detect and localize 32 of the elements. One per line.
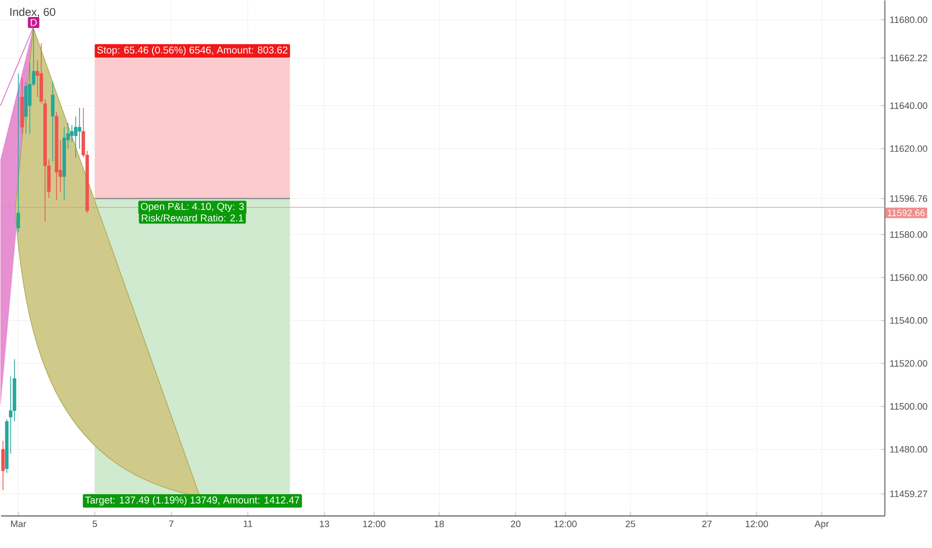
x-tick-label: Mar: [11, 520, 26, 528]
x-tick-label: 27: [702, 520, 712, 528]
y-tick-label: 11480.00: [890, 446, 928, 453]
x-tick-label: 12:00: [554, 520, 577, 528]
y-tick-label: 11662.22: [890, 54, 928, 62]
x-tick-label: 11: [244, 520, 252, 528]
x-tick-label: 7: [169, 520, 174, 528]
x-tick-label: 12:00: [746, 520, 768, 528]
x-tick-label: 20: [510, 520, 520, 528]
y-tick-label: 11520.00: [890, 360, 928, 367]
annotation: Open P&L: 4.10, Qty: 3: [140, 203, 244, 212]
ref-line-label: 11592.66: [888, 210, 925, 216]
y-tick-label: 11620.00: [890, 145, 928, 152]
x-tick-label: Apr: [814, 520, 829, 530]
y-tick-label: 11580.00: [890, 231, 928, 238]
x-tick-label: 13: [320, 520, 330, 528]
y-tick-label: 11459.27: [890, 490, 928, 498]
x-tick-label: 18: [434, 520, 444, 528]
y-tick-label: 11500.00: [890, 403, 928, 410]
text: Index, 60: [10, 8, 56, 18]
x-tick-label: 12:00: [363, 520, 386, 528]
annotation: Risk/Reward Ratio: 2.1: [142, 214, 244, 222]
y-tick-label: 11640.00: [890, 102, 928, 110]
annotation: Target: 137.49 (1.19%) 13749, Amount: 1412.47: [85, 496, 300, 506]
annotation: D: [30, 19, 37, 26]
y-tick-label: 11596.76: [890, 195, 928, 202]
annotation: Stop: 65.46 (0.56%) 6546, Amount: 803.62: [97, 46, 288, 56]
y-tick-label: 11540.00: [890, 317, 928, 324]
x-tick-label: 5: [92, 520, 97, 528]
y-tick-label: 11680.00: [890, 16, 928, 24]
y-tick-label: 11560.00: [890, 274, 928, 281]
x-tick-label: 25: [626, 520, 636, 528]
